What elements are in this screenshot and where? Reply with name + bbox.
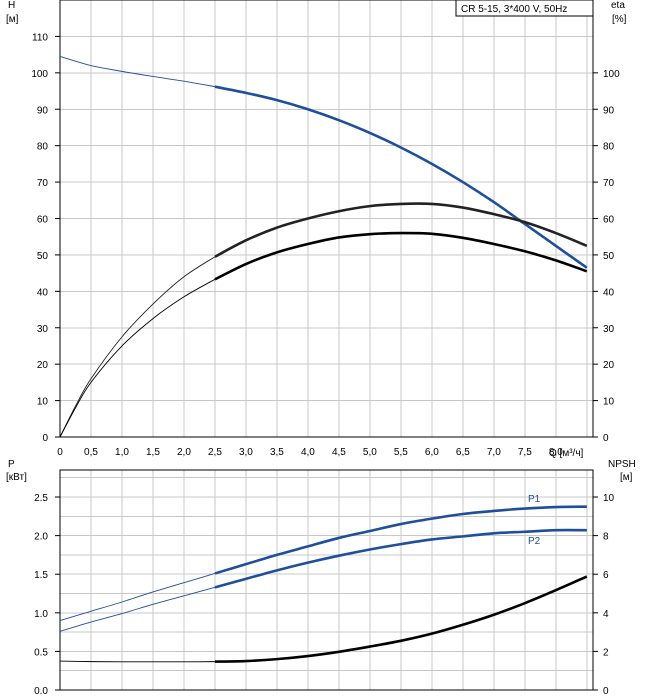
x-tick-label: 1,0 <box>115 447 129 458</box>
x-tick-label: 5,5 <box>394 447 408 458</box>
top-series-2-bold-line <box>214 231 588 281</box>
eta-axis-title: eta <box>611 0 625 11</box>
h-tick-label: 100 <box>31 69 48 80</box>
top-series-1-thin-line <box>59 256 216 438</box>
eta-tick-label: 20 <box>603 360 615 371</box>
top-series-0-thin-line <box>59 56 216 88</box>
p-axis-unit: [кВт] <box>6 472 27 483</box>
bottom-series-p2-bold-line <box>214 528 587 589</box>
eta-tick-label: 70 <box>603 178 615 189</box>
legend-box <box>455 0 594 17</box>
legend-text: CR 5-15, 3*400 V, 50Hz <box>461 4 567 15</box>
npsh-tick-label: 4 <box>603 609 609 620</box>
bottom-plot-frame <box>59 469 594 691</box>
x-tick-label: 0,5 <box>84 447 98 458</box>
eta-axis-unit: [%] <box>612 14 627 25</box>
bottom-series-p1-thin-line <box>59 573 216 621</box>
npsh-tick-label: 2 <box>603 647 609 658</box>
x-tick-label: 8,0 <box>549 447 563 458</box>
h-axis-title: H <box>8 0 15 11</box>
eta-tick-label: 60 <box>603 215 615 226</box>
p-tick-label: 1.0 <box>34 609 48 620</box>
h-tick-label: 20 <box>37 360 49 371</box>
eta-tick-label: 90 <box>603 105 615 116</box>
eta-tick-label: 10 <box>603 397 615 408</box>
x-tick-label: 4,0 <box>301 447 315 458</box>
h-axis-unit: [м] <box>6 14 19 25</box>
x-tick-label: 7,5 <box>518 447 532 458</box>
bottom-tick-labels: 0.0 0.5 1.0 1.5 2.0 2.5 0 2 4 6 8 10 <box>34 493 614 697</box>
p-tick-label: 1.5 <box>34 570 48 581</box>
top-series-0-bold-line <box>214 85 588 269</box>
h-tick-label: 70 <box>37 178 49 189</box>
x-tick-label: 2,0 <box>177 447 191 458</box>
p-tick-label: 2.5 <box>34 493 48 504</box>
bottom-series-2-bold-line <box>214 575 588 663</box>
x-tick-label: 5,0 <box>363 447 377 458</box>
top-series-1-bold-line <box>214 202 588 258</box>
top-curves <box>59 56 588 438</box>
x-tick-label: 3,0 <box>239 447 253 458</box>
p-tick-label: 2.0 <box>34 532 48 543</box>
h-tick-label: 10 <box>37 397 49 408</box>
eta-tick-label: 40 <box>603 287 615 298</box>
npsh-tick-label: 6 <box>603 570 609 581</box>
bottom-grid <box>59 469 594 691</box>
eta-tick-label: 30 <box>603 324 615 335</box>
h-tick-label: 0 <box>42 433 48 444</box>
npsh-tick-label: 8 <box>603 532 609 543</box>
bottom-series-2-thin-line <box>59 660 215 663</box>
x-tick-label: 6,0 <box>425 447 439 458</box>
series-label-p2: P2 <box>528 536 541 547</box>
x-tick-label: 1,5 <box>146 447 160 458</box>
series-label-p1: P1 <box>528 494 541 505</box>
h-tick-label: 30 <box>37 324 49 335</box>
q-axis-label: Q [м³/ч] <box>549 448 584 459</box>
npsh-tick-label: 10 <box>603 493 615 504</box>
x-tick-label: 6,5 <box>456 447 470 458</box>
eta-tick-label: 100 <box>603 69 620 80</box>
h-tick-label: 90 <box>37 105 49 116</box>
p-axis-title: P <box>8 459 15 470</box>
x-tick-label: 0 <box>57 447 63 458</box>
p-tick-label: 0.5 <box>34 647 48 658</box>
eta-tick-label: 80 <box>603 142 615 153</box>
eta-tick-label: 50 <box>603 251 615 262</box>
eta-tick-label: 0 <box>603 433 609 444</box>
h-tick-label: 40 <box>37 287 49 298</box>
top-series-2-thin-line <box>59 278 216 438</box>
bottom-curves <box>59 505 588 663</box>
x-tick-label: 2,5 <box>208 447 222 458</box>
bottom-series-p1-bold-line <box>214 505 587 575</box>
h-tick-label: 50 <box>37 251 49 262</box>
h-tick-label: 80 <box>37 142 49 153</box>
x-tick-label: 7,0 <box>487 447 501 458</box>
p-tick-label: 0.0 <box>34 686 48 697</box>
npsh-axis-unit: [м] <box>620 472 633 483</box>
bottom-series-p2-thin-line <box>59 586 216 632</box>
npsh-tick-label: 0 <box>603 686 609 697</box>
x-tick-label: 4,5 <box>332 447 346 458</box>
h-tick-label: 110 <box>32 32 48 43</box>
x-tick-label: 3,5 <box>270 447 284 458</box>
h-tick-label: 60 <box>37 215 49 226</box>
npsh-axis-title: NPSH <box>608 459 636 470</box>
top-tick-labels: 0 0,5 1,0 1,5 2,0 2,5 3,0 3,5 4,0 4,5 5,0 5,5 6,0 6,5… <box>31 32 620 458</box>
